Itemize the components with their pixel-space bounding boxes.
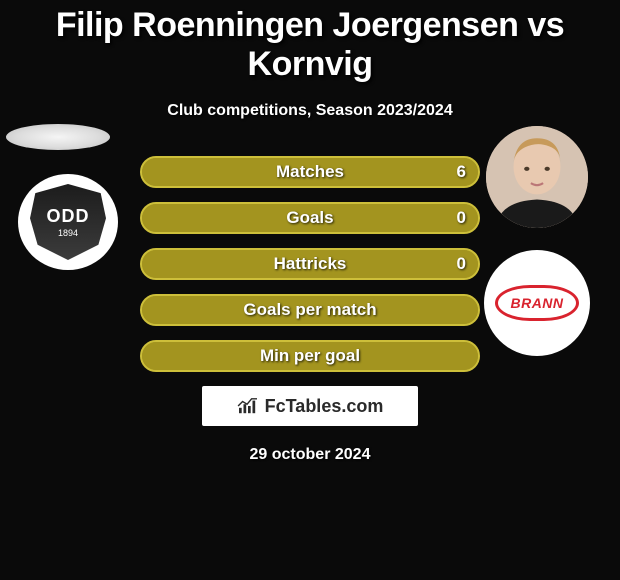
row-label: Goals per match bbox=[243, 300, 376, 320]
club-left-badge: ODD 1894 bbox=[18, 174, 118, 270]
row-fill-left bbox=[142, 204, 310, 232]
club-right-crest-icon: BRANN bbox=[495, 285, 579, 321]
watermark: FcTables.com bbox=[202, 386, 418, 426]
comparison-rows: Matches 6 Goals 0 Hattricks 0 Goals per match M… bbox=[140, 156, 480, 372]
row-value-right: 0 bbox=[457, 254, 466, 274]
snapshot-date: 29 october 2024 bbox=[0, 446, 620, 464]
club-right-badge: BRANN bbox=[484, 250, 590, 356]
club-left-year: 1894 bbox=[58, 228, 78, 238]
row-fill-left bbox=[142, 158, 149, 186]
season-subtitle: Club competitions, Season 2023/2024 bbox=[0, 102, 620, 120]
row-label: Goals bbox=[286, 208, 333, 228]
comparison-row: Goals per match bbox=[140, 294, 480, 326]
bar-chart-icon bbox=[237, 397, 259, 415]
player-left-avatar bbox=[6, 124, 110, 150]
comparison-row: Matches 6 bbox=[140, 156, 480, 188]
club-left-name: ODD bbox=[47, 206, 90, 227]
row-value-right: 6 bbox=[457, 162, 466, 182]
row-value-right: 0 bbox=[457, 208, 466, 228]
row-fill-right bbox=[310, 204, 478, 232]
row-label: Min per goal bbox=[260, 346, 360, 366]
page-title: Filip Roenningen Joergensen vs Kornvig bbox=[0, 0, 620, 84]
player-right-avatar bbox=[486, 126, 588, 228]
comparison-row: Hattricks 0 bbox=[140, 248, 480, 280]
comparison-row: Goals 0 bbox=[140, 202, 480, 234]
watermark-text: FcTables.com bbox=[265, 396, 384, 417]
club-left-crest-icon: ODD 1894 bbox=[30, 184, 106, 260]
row-label: Hattricks bbox=[274, 254, 347, 274]
row-label: Matches bbox=[276, 162, 344, 182]
comparison-row: Min per goal bbox=[140, 340, 480, 372]
player-silhouette-icon bbox=[486, 126, 588, 228]
